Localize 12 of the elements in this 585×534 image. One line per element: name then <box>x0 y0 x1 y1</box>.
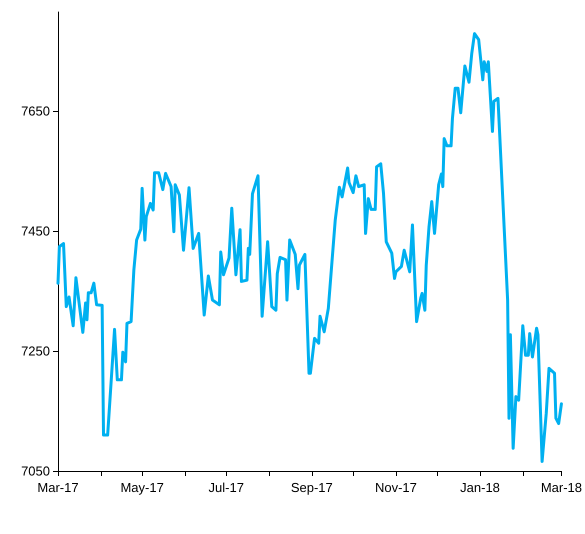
x-tick-label: Nov-17 <box>374 480 417 495</box>
x-tick-label: Sep-17 <box>290 480 333 495</box>
y-tick-label: 7050 <box>21 464 50 478</box>
y-tick-label: 7650 <box>21 104 50 118</box>
x-tick-label: Jul-17 <box>208 480 244 495</box>
y-tick-label: 7250 <box>21 344 50 358</box>
line-series <box>56 32 563 463</box>
x-tick-label: Mar-17 <box>37 480 79 495</box>
x-tick-label: Mar-18 <box>540 480 582 495</box>
x-tick-label: May-17 <box>120 480 164 495</box>
y-tick-label: 7450 <box>21 224 50 238</box>
x-tick-label: Jan-18 <box>460 480 500 495</box>
